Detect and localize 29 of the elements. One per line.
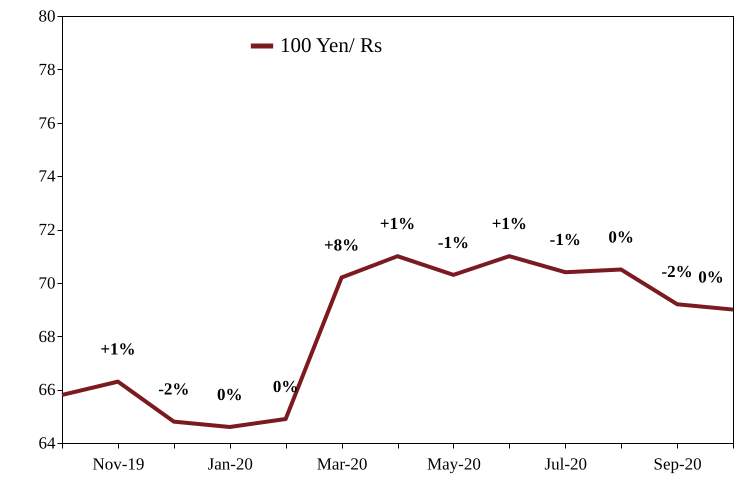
annotation: 0% xyxy=(608,228,634,247)
y-tick-label: 76 xyxy=(38,113,56,132)
y-tick-label: 68 xyxy=(38,326,56,346)
annotation: 0% xyxy=(698,268,724,287)
y-tick-label: 66 xyxy=(38,380,56,400)
annotation: +8% xyxy=(324,236,360,255)
y-tick-label: 72 xyxy=(38,220,56,239)
annotation: -2% xyxy=(661,262,693,282)
legend-label: 100 Yen/ Rs xyxy=(280,33,382,57)
y-tick-label: 64 xyxy=(38,434,56,452)
annotation: +1% xyxy=(380,214,416,234)
y-tick-label: 70 xyxy=(38,273,56,292)
annotation: -1% xyxy=(438,232,470,252)
annotation: +1% xyxy=(100,340,136,359)
x-tick-label: Jan-20 xyxy=(208,454,253,474)
annotation: +1% xyxy=(492,214,527,234)
y-tick-label: 78 xyxy=(38,60,56,79)
x-tick-label: Nov-19 xyxy=(92,454,144,474)
annotation: 0% xyxy=(272,376,298,396)
x-tick-label: Sep-20 xyxy=(653,454,702,474)
x-tick-label: Jul-20 xyxy=(544,454,587,474)
y-tick-label: 74 xyxy=(38,166,56,186)
annotation: -1% xyxy=(550,230,581,250)
annotation: -2% xyxy=(158,380,190,399)
x-tick-label: May-20 xyxy=(427,454,481,474)
x-tick-label: Mar-20 xyxy=(316,454,368,474)
annotation: 0% xyxy=(217,384,242,404)
line-series xyxy=(60,254,735,429)
y-tick-label: 80 xyxy=(38,6,56,26)
